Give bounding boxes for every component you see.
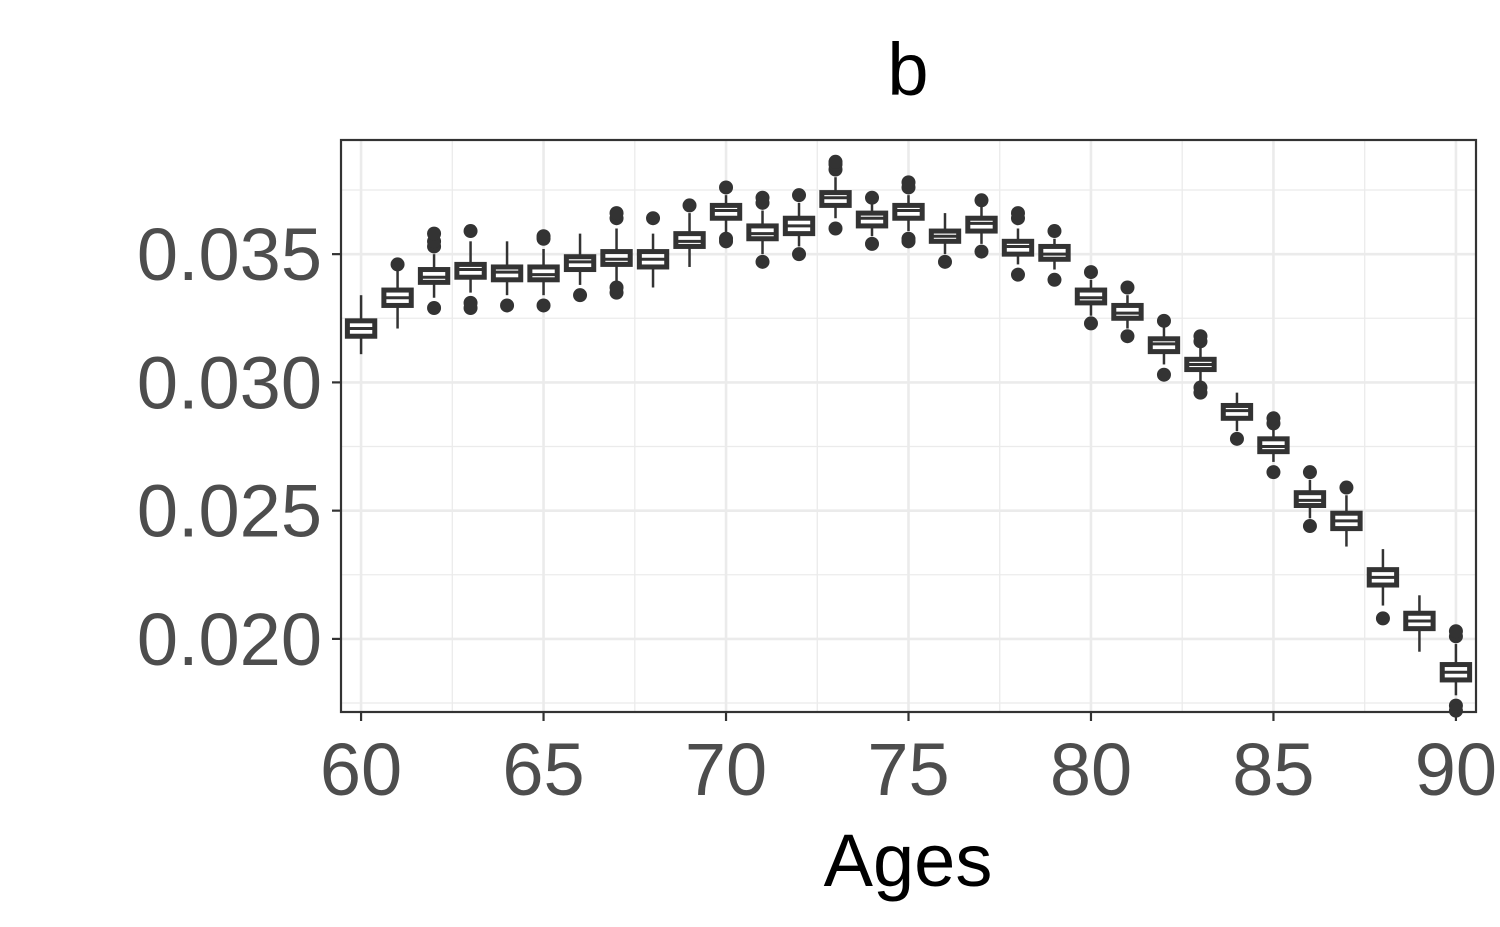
outlier-point (646, 211, 661, 226)
outlier-point (1120, 280, 1135, 295)
x-tick-label: 70 (685, 728, 767, 811)
outlier-point (828, 221, 843, 236)
outlier-point (536, 298, 551, 313)
x-tick-label: 80 (1050, 728, 1132, 811)
outlier-point (755, 254, 770, 269)
outlier-point (609, 206, 624, 221)
outlier-point (974, 193, 989, 208)
x-tick-label: 90 (1415, 728, 1497, 811)
outlier-point (1339, 480, 1354, 495)
chart-title: b (887, 28, 928, 111)
outlier-point (1448, 624, 1463, 639)
outlier-point (792, 188, 807, 203)
x-axis-label: Ages (824, 819, 993, 902)
outlier-point (500, 298, 515, 313)
x-tick-label: 85 (1232, 728, 1314, 811)
outlier-point (536, 229, 551, 244)
outlier-point (1083, 265, 1098, 280)
outlier-point (719, 180, 734, 195)
x-tick-label: 60 (320, 728, 402, 811)
outlier-point (865, 190, 880, 205)
outlier-point (1193, 329, 1208, 344)
outlier-point (1375, 611, 1390, 626)
outlier-point (1156, 367, 1171, 382)
outlier-point (573, 288, 588, 303)
y-tick-label: 0.020 (137, 598, 322, 681)
y-tick-label: 0.025 (137, 470, 322, 553)
outlier-point (865, 236, 880, 251)
x-tick-label: 65 (502, 728, 584, 811)
y-tick-label: 0.030 (137, 341, 322, 424)
outlier-point (974, 244, 989, 259)
outlier-point (901, 234, 916, 249)
outlier-point (719, 231, 734, 246)
outlier-point (1193, 385, 1208, 400)
outlier-point (1266, 411, 1281, 426)
outlier-point (901, 175, 916, 190)
outlier-point (1083, 316, 1098, 331)
outlier-point (463, 295, 478, 310)
outlier-point (1047, 272, 1062, 287)
outlier-point (792, 247, 807, 262)
x-tick-label: 75 (867, 728, 949, 811)
outlier-point (1047, 224, 1062, 239)
outlier-point (609, 280, 624, 295)
outlier-point (1302, 465, 1317, 480)
outlier-point (390, 257, 405, 272)
outlier-point (463, 224, 478, 239)
outlier-point (1302, 519, 1317, 534)
outlier-point (1156, 313, 1171, 328)
outlier-point (755, 190, 770, 205)
outlier-point (1010, 206, 1025, 221)
outlier-point (1010, 267, 1025, 282)
plot-area: 60 65 70 75 80 85 90 0.020 0.025 0.030 0.035 (137, 138, 1497, 811)
outlier-point (1229, 431, 1244, 446)
y-tick-label: 0.035 (137, 213, 322, 296)
outlier-point (937, 254, 952, 269)
outlier-point (682, 198, 697, 213)
outlier-point (427, 301, 442, 316)
outlier-point (828, 154, 843, 169)
outlier-point (427, 226, 442, 241)
outlier-point (1120, 329, 1135, 344)
outlier-point (1448, 703, 1463, 718)
outlier-point (1266, 465, 1281, 480)
